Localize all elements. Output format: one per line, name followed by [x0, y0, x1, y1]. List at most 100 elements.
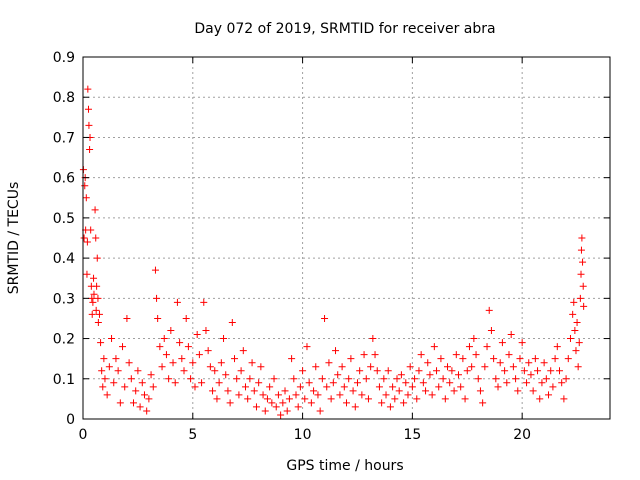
data-point — [384, 367, 392, 375]
data-point — [91, 206, 99, 214]
data-point — [94, 318, 102, 326]
data-point — [404, 391, 412, 399]
data-point — [463, 367, 471, 375]
data-point — [167, 327, 175, 335]
data-point — [305, 379, 313, 387]
data-point — [527, 371, 535, 379]
data-point — [411, 375, 419, 383]
data-point — [134, 367, 142, 375]
data-point — [261, 407, 269, 415]
chart-title: Day 072 of 2019, SRMTID for receiver abr… — [194, 21, 495, 37]
data-point — [169, 359, 177, 367]
y-tick-label: 0.8 — [53, 90, 75, 106]
data-point — [114, 367, 122, 375]
data-point — [347, 355, 355, 363]
data-point — [127, 375, 135, 383]
data-point — [338, 363, 346, 371]
data-point — [371, 351, 379, 359]
data-point — [570, 298, 578, 306]
data-point — [578, 234, 586, 242]
data-point — [553, 343, 561, 351]
data-point — [283, 407, 291, 415]
plot-frame — [82, 56, 611, 420]
data-point — [316, 407, 324, 415]
y-tick-label: 0.1 — [53, 372, 75, 388]
data-point — [446, 379, 454, 387]
data-point — [145, 395, 153, 403]
data-point — [250, 387, 258, 395]
data-point — [437, 355, 445, 363]
data-point — [406, 363, 414, 371]
data-point — [472, 351, 480, 359]
data-point — [509, 363, 517, 371]
data-point — [149, 383, 157, 391]
data-point — [89, 298, 97, 306]
data-point — [90, 274, 98, 282]
y-tick-label: 0.9 — [53, 50, 75, 66]
data-point — [303, 343, 311, 351]
data-point — [193, 331, 201, 339]
data-point — [83, 270, 91, 278]
y-tick-label: 0.5 — [53, 211, 75, 227]
data-point — [441, 395, 449, 403]
data-point — [444, 363, 452, 371]
data-point — [95, 310, 103, 318]
data-point — [540, 359, 548, 367]
data-point — [395, 387, 403, 395]
data-point — [531, 355, 539, 363]
data-point — [178, 355, 186, 363]
data-point — [165, 375, 173, 383]
data-point — [329, 379, 337, 387]
x-tick-label: 20 — [513, 427, 531, 443]
data-point — [518, 339, 526, 347]
data-point — [461, 395, 469, 403]
data-point — [231, 355, 239, 363]
data-point — [80, 234, 88, 242]
data-point — [378, 399, 386, 407]
data-point — [281, 387, 289, 395]
data-point — [498, 339, 506, 347]
data-point — [176, 339, 184, 347]
data-point — [419, 379, 427, 387]
y-tick-label: 0.3 — [53, 291, 75, 307]
data-point — [325, 359, 333, 367]
data-point — [574, 363, 582, 371]
data-point — [310, 387, 318, 395]
data-point — [485, 306, 493, 314]
data-point — [364, 395, 372, 403]
data-point — [547, 367, 555, 375]
x-axis-title: GPS time / hours — [286, 458, 403, 474]
data-point — [270, 375, 278, 383]
data-point — [162, 351, 170, 359]
data-point — [343, 399, 350, 407]
data-point — [132, 387, 140, 395]
y-tick-label: 0 — [66, 412, 75, 428]
data-point — [520, 367, 528, 375]
data-point — [351, 403, 359, 411]
data-point — [268, 399, 276, 407]
data-point — [180, 367, 188, 375]
data-point — [452, 351, 460, 359]
data-point — [296, 383, 304, 391]
data-point — [476, 387, 484, 395]
data-point — [81, 182, 89, 190]
data-point — [397, 371, 405, 379]
data-point — [402, 379, 410, 387]
data-point — [217, 359, 225, 367]
data-point — [257, 363, 265, 371]
data-point — [579, 258, 587, 266]
data-point — [369, 335, 377, 343]
data-point — [454, 371, 462, 379]
data-point — [562, 375, 570, 383]
data-point — [200, 298, 208, 306]
data-point — [215, 379, 223, 387]
data-point — [88, 294, 96, 302]
data-point — [572, 347, 580, 355]
data-point — [375, 383, 383, 391]
data-point — [237, 367, 245, 375]
data-point — [301, 395, 309, 403]
data-point — [549, 383, 557, 391]
data-point — [182, 314, 190, 322]
data-point — [90, 290, 98, 298]
